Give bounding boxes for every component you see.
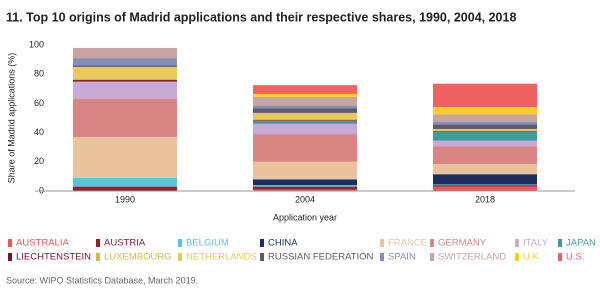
- legend-swatch: [515, 253, 519, 261]
- legend-swatch: [558, 239, 562, 247]
- legend-label: AUSTRIA: [104, 238, 146, 249]
- legend-swatch: [380, 239, 384, 247]
- bar-segment: [253, 118, 357, 121]
- y-tick-label: 100: [29, 39, 44, 49]
- legend-label: SWITZERLAND: [438, 252, 506, 263]
- bar-segment: [253, 186, 357, 190]
- y-tick-label: 20: [34, 156, 44, 166]
- bar-segment: [73, 65, 177, 67]
- bar-segment: [433, 186, 537, 191]
- legend-label: BELGIUM: [186, 238, 229, 249]
- bar-segment: [253, 120, 357, 124]
- legend-label: NETHERLANDS: [186, 252, 257, 263]
- legend-swatch: [260, 253, 264, 261]
- bar-segment: [253, 185, 357, 187]
- bar-segment: [433, 163, 537, 175]
- bar-segment: [433, 107, 537, 115]
- legend-label: U.S.: [566, 252, 584, 263]
- legend-label: JAPAN: [566, 238, 596, 249]
- bar-segment: [433, 146, 537, 164]
- bar-segment: [73, 58, 177, 66]
- bar-segment: [73, 177, 177, 187]
- y-tick-label: 0: [39, 185, 44, 195]
- legend-label: LUXEMBOURG: [104, 252, 172, 263]
- legend-label: CHINA: [268, 238, 298, 249]
- x-axis-label: Application year: [273, 212, 337, 222]
- bar-segment: [433, 184, 537, 186]
- legend-label: FRANCE: [388, 238, 427, 249]
- bar-segment: [433, 140, 537, 147]
- bar-segment: [253, 179, 357, 186]
- bar-segment: [433, 114, 537, 122]
- legend-label: LIECHTENSTEIN: [16, 252, 91, 263]
- legend-label: AUSTRALIA: [16, 238, 69, 249]
- legend-label: SPAIN: [388, 252, 416, 263]
- legend-swatch: [260, 239, 264, 247]
- legend-swatch: [178, 239, 182, 247]
- bar-segment: [433, 130, 537, 132]
- bar-segment: [433, 128, 537, 131]
- bar-segment: [73, 66, 177, 79]
- legend-label: GERMANY: [438, 238, 487, 249]
- bar-segment: [73, 81, 177, 100]
- y-tick-label: 60: [34, 98, 44, 108]
- x-tick-label: 2004: [295, 194, 315, 204]
- legend-label: RUSSIAN FEDERATION: [268, 252, 374, 263]
- bar-segment: [73, 47, 177, 59]
- bar-segment: [73, 78, 177, 81]
- bar-segment: [73, 99, 177, 137]
- bar-segment: [253, 105, 357, 109]
- x-tick-label: 2018: [475, 194, 495, 204]
- legend-swatch: [515, 239, 519, 247]
- bar-segment: [253, 112, 357, 119]
- legend-swatch: [558, 253, 562, 261]
- bar-segment: [433, 124, 537, 129]
- bar-segment: [73, 80, 177, 82]
- bar-segment: [433, 121, 537, 125]
- bar-segment: [253, 85, 357, 94]
- bar-segment: [433, 131, 537, 141]
- bar-segment: [253, 93, 357, 97]
- legend-swatch: [430, 253, 434, 261]
- chart-title: 11. Top 10 origins of Madrid application…: [6, 10, 516, 24]
- bar-segment: [433, 83, 537, 108]
- source-note: Source: WIPO Statistics Database, March …: [6, 275, 198, 285]
- bar-segment: [253, 123, 357, 135]
- x-tick-label: 1990: [115, 194, 135, 204]
- bar-segment: [253, 108, 357, 113]
- bar-segment: [73, 186, 177, 191]
- bar-segment: [73, 136, 177, 178]
- bar-segment: [253, 161, 357, 180]
- legend-swatch: [380, 253, 384, 261]
- legend-swatch: [8, 253, 12, 261]
- y-tick-label: 40: [34, 127, 44, 137]
- legend-swatch: [430, 239, 434, 247]
- bar-segment: [253, 120, 357, 121]
- legend-swatch: [96, 253, 100, 261]
- legend-label: ITALY: [523, 238, 549, 249]
- y-axis-label: Share of Madrid applications (%): [6, 53, 16, 184]
- bar-segment: [433, 174, 537, 185]
- bar-segment: [253, 134, 357, 162]
- bar-segment: [433, 185, 537, 187]
- y-tick-label: 80: [34, 69, 44, 79]
- legend-swatch: [8, 239, 12, 247]
- legend-label: U.K.: [523, 252, 541, 263]
- legend-swatch: [178, 253, 182, 261]
- legend-swatch: [96, 239, 100, 247]
- bar-segment: [433, 131, 537, 132]
- bar-segment: [253, 189, 357, 191]
- bar-segment: [253, 96, 357, 106]
